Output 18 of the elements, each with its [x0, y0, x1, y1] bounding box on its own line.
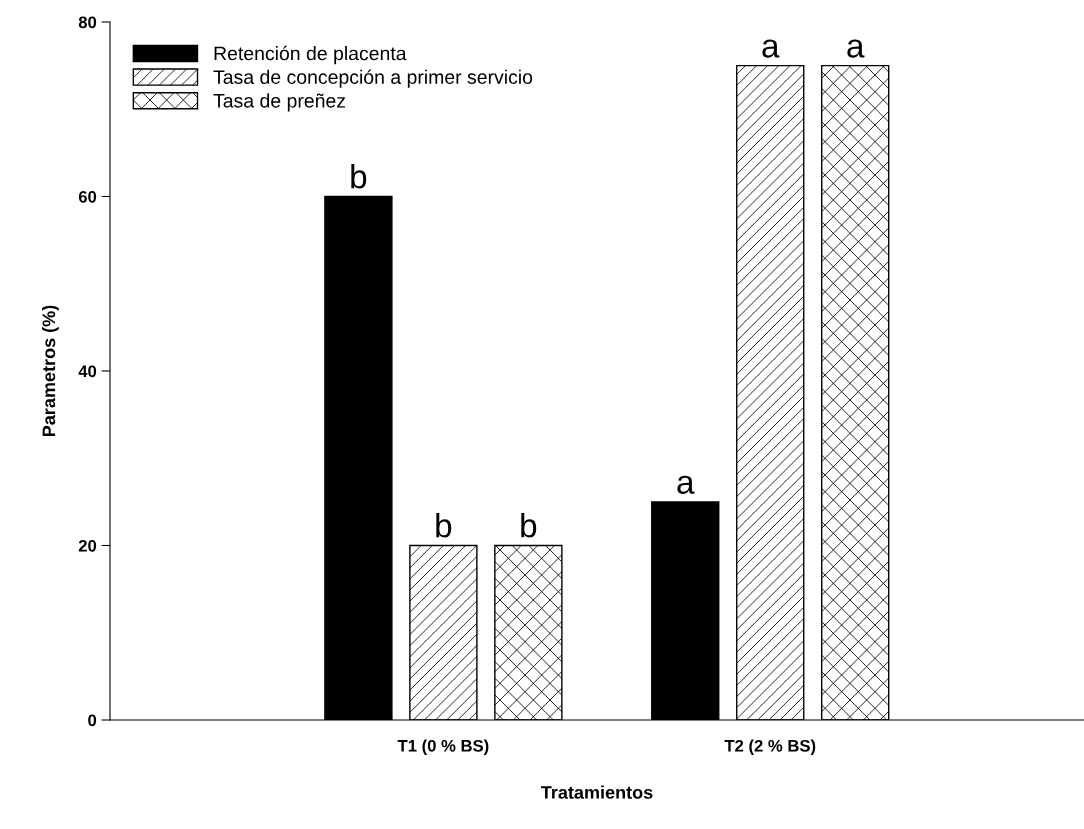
y-tick-label: 20 — [78, 539, 97, 552]
y-tick-label: 0 — [88, 714, 97, 727]
y-tick-label: 80 — [78, 16, 97, 29]
y-tick-label: 60 — [78, 190, 97, 203]
y-axis-title: Parametros (%) — [41, 305, 59, 437]
x-axis-title: Tratamientos — [541, 785, 653, 799]
x-tick-label: T1 (0 % BS) — [397, 739, 489, 755]
data-label: a — [677, 475, 695, 494]
data-label: b — [351, 164, 367, 189]
legend-label: Tasa de concepción a primer servicio — [213, 69, 533, 88]
y-tick-label: 40 — [78, 365, 97, 378]
data-label: a — [762, 39, 780, 58]
data-label: a — [847, 39, 865, 58]
data-label: b — [436, 513, 452, 538]
data-label: b — [521, 513, 537, 538]
x-tick-label: T2 (2 % BS) — [724, 739, 816, 755]
legend-label: Tasa de preñez — [213, 93, 346, 112]
legend-label: Retención de placenta — [214, 45, 407, 65]
